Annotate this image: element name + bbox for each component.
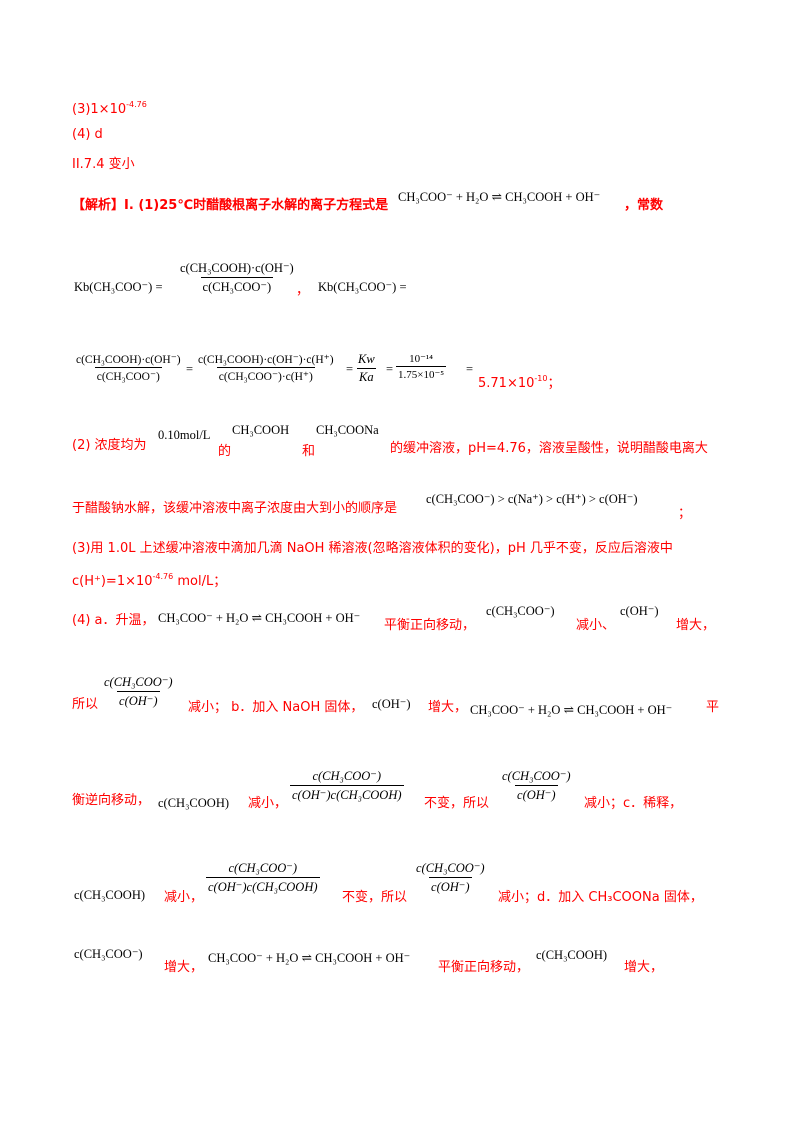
- p2-text: 的缓冲溶液，pH=4.76，溶液呈酸性，说明醋酸电离大: [390, 441, 708, 456]
- kb-fraction: c(CH₃COOH)·c(OH⁻) c(CH₃COO⁻): [178, 260, 296, 295]
- p2-salt: CH₃COONa: [316, 423, 379, 437]
- p4-shift: 平衡正向移动，: [384, 618, 476, 633]
- analysis-line-1: 【解析】I. (1)25℃时醋酸根离子水解的离子方程式是: [72, 197, 388, 215]
- p6-ratio-numerator: c(CH₃COO⁻): [312, 769, 382, 783]
- answer-ii: II.7.4 变小: [72, 157, 135, 172]
- p3-h-exponent: -4.76: [152, 572, 174, 581]
- calc-denominator-4: 1.75×10⁻⁵: [396, 366, 447, 381]
- p6-ratio-2-denominator: c(OH⁻): [515, 785, 558, 803]
- p8-c-acetate: c(CH₃COO⁻): [74, 947, 143, 961]
- p7-c-acid: c(CH₃COOH): [74, 888, 146, 902]
- p3-unit: mol/L；: [173, 574, 227, 589]
- p6-unchanged: 不变，所以: [424, 796, 490, 811]
- calc-numerator-4: 10⁻¹⁴: [409, 353, 434, 365]
- p6-ratio-denominator: c(OH⁻)c(CH₃COOH): [290, 785, 404, 803]
- calc-fraction-4: 10⁻¹⁴ 1.75×10⁻⁵: [396, 352, 447, 381]
- p5-text: 减小； b．加入 NaOH 固体，: [188, 700, 364, 715]
- p5-so: 所以: [72, 697, 99, 712]
- p4-c-oh: c(OH⁻): [620, 604, 659, 618]
- p8-shift: 平衡正向移动，: [438, 960, 530, 975]
- p7-add-salt: 减小；d．加入 CH₃COONa 固体，: [498, 890, 703, 905]
- kb-numerator: c(CH₃COOH)·c(OH⁻): [180, 261, 294, 275]
- calc-fraction-2: c(CH₃COOH)·c(OH⁻)·c(H⁺) c(CH₃COO⁻)·c(H⁺): [196, 352, 336, 383]
- p8-equation: CH₃COO⁻ + H₂O ⇌ CH₃COOH + OH⁻: [208, 951, 411, 965]
- p4-increase: 增大，: [676, 618, 716, 633]
- p7-ratio: c(CH₃COO⁻) c(OH⁻)c(CH₃COOH): [206, 860, 320, 895]
- analysis-line-1-text: I. (1)25℃时醋酸根离子水解的离子方程式是: [124, 198, 389, 213]
- p5-ratio: c(CH₃COO⁻) c(OH⁻): [102, 674, 175, 709]
- p8-increase-2: 增大，: [624, 960, 664, 975]
- kb-label: Kb(CH₃COO⁻) =: [74, 280, 163, 294]
- p6-c-acid: c(CH₃COOH): [158, 796, 230, 810]
- calc-fraction-3: Kw Ka: [356, 352, 377, 385]
- p5-ratio-denominator: c(OH⁻): [117, 691, 160, 709]
- calc-denominator-1: c(CH₃COO⁻): [94, 367, 162, 383]
- answer-4: (4) d: [72, 127, 103, 142]
- p5-increase: 增大，: [428, 700, 468, 715]
- constant-label: ，常数: [624, 198, 664, 213]
- p2-end: ；: [678, 506, 692, 521]
- kb-comma: ，: [296, 283, 310, 298]
- p5-ping: 平: [706, 700, 720, 715]
- calc-numerator-2: c(CH₃COOH)·c(OH⁻)·c(H⁺): [198, 354, 334, 366]
- calc-result-tail: ；: [547, 376, 561, 391]
- p4-equation: CH₃COO⁻ + H₂O ⇌ CH₃COOH + OH⁻: [158, 611, 361, 625]
- p2-de: 的: [218, 444, 232, 459]
- calc-result: 5.71×10-10；: [478, 372, 560, 391]
- p6-ratio-2-numerator: c(CH₃COO⁻): [502, 769, 571, 783]
- p7-ratio-numerator: c(CH₃COO⁻): [228, 861, 298, 875]
- analysis-label: 【解析】: [72, 198, 125, 213]
- p5-equation: CH₃COO⁻ + H₂O ⇌ CH₃COOH + OH⁻: [470, 703, 673, 717]
- p2-intro: (2) 浓度均为: [72, 438, 147, 453]
- p7-ratio-denominator: c(OH⁻)c(CH₃COOH): [206, 877, 320, 895]
- p2-ion-order: c(CH₃COO⁻) > c(Na⁺) > c(H⁺) > c(OH⁻): [426, 492, 638, 506]
- p5-c-oh: c(OH⁻): [372, 697, 411, 711]
- p7-ratio-2-denominator: c(OH⁻): [429, 877, 472, 895]
- p2-he: 和: [302, 444, 316, 459]
- answer-3-text: (3)1×10: [72, 102, 127, 117]
- equals-sign: =: [346, 362, 354, 376]
- calc-result-value: 5.71×10: [478, 376, 535, 391]
- p6-reverse: 衡逆向移动，: [72, 793, 151, 808]
- equals-sign: =: [466, 362, 474, 376]
- answer-3-exponent: -4.76: [126, 100, 147, 109]
- equals-sign: =: [186, 362, 194, 376]
- p5-ratio-numerator: c(CH₃COO⁻): [104, 675, 173, 689]
- p2-acid: CH₃COOH: [232, 423, 290, 437]
- p4-intro: (4) a．升温，: [72, 613, 155, 628]
- p7-decrease: 减小，: [164, 890, 204, 905]
- p6-ratio-2: c(CH₃COO⁻) c(OH⁻): [500, 768, 573, 803]
- p6-ratio: c(CH₃COO⁻) c(OH⁻)c(CH₃COOH): [290, 768, 404, 803]
- p4-decrease: 减小、: [576, 618, 616, 633]
- p3-h-conc: c(H⁺)=1×10: [72, 574, 153, 589]
- p8-c-acid: c(CH₃COOH): [536, 948, 608, 962]
- hydrolysis-equation: CH₃COO⁻ + H₂O ⇌ CH₃COOH + OH⁻: [398, 190, 601, 204]
- calc-denominator-2: c(CH₃COO⁻)·c(H⁺): [216, 367, 315, 383]
- p7-unchanged: 不变，所以: [342, 890, 408, 905]
- answer-3: (3)1×10-4.76: [72, 96, 147, 119]
- calc-denominator-3: Ka: [357, 368, 376, 384]
- p7-ratio-2-numerator: c(CH₃COO⁻): [416, 861, 485, 875]
- p6-decrease: 减小，: [248, 796, 288, 811]
- p4-c-acetate: c(CH₃COO⁻): [486, 604, 555, 618]
- p2-concentration: 0.10mol/L: [158, 428, 211, 442]
- p6-dilute: 减小；c．稀释，: [584, 796, 683, 811]
- p8-increase: 增大，: [164, 960, 204, 975]
- calc-numerator-3: Kw: [358, 352, 375, 366]
- p2-line-2: 于醋酸钠水解，该缓冲溶液中离子浓度由大到小的顺序是: [72, 501, 398, 516]
- kb2-label: Kb(CH₃COO⁻) =: [318, 280, 407, 294]
- calc-numerator-1: c(CH₃COOH)·c(OH⁻): [76, 354, 181, 366]
- p3-line-2: c(H⁺)=1×10-4.76 mol/L；: [72, 568, 226, 591]
- calc-result-exponent: -10: [534, 374, 548, 383]
- kb-denominator: c(CH₃COO⁻): [200, 277, 274, 295]
- p3-line-1: (3)用 1.0L 上述缓冲溶液中滴加几滴 NaOH 稀溶液(忽略溶液体积的变化…: [72, 541, 673, 556]
- equals-sign: =: [386, 362, 394, 376]
- calc-fraction-1: c(CH₃COOH)·c(OH⁻) c(CH₃COO⁻): [74, 352, 183, 383]
- p7-ratio-2: c(CH₃COO⁻) c(OH⁻): [414, 860, 487, 895]
